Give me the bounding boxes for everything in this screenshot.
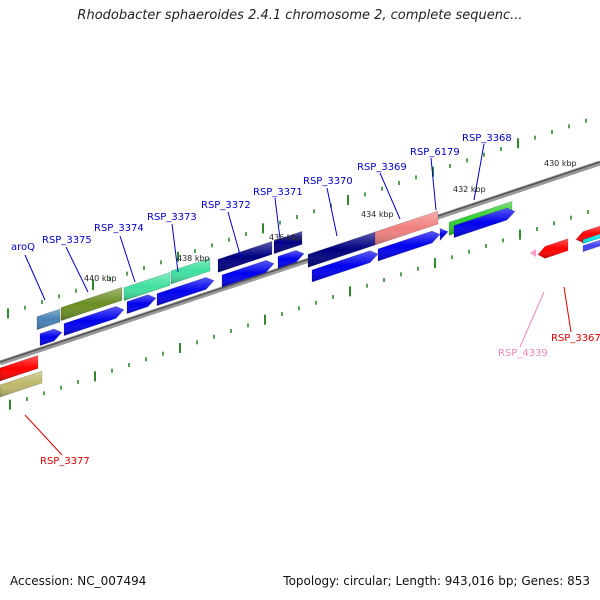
gene-label-rsp-3367[interactable]: RSP_3367 [551,333,600,344]
backbone-line [0,160,600,366]
gene-label-rsp-3375[interactable]: RSP_3375 [42,235,92,246]
gene-block-rsp-3373-shading [171,258,210,285]
cds-arrow-4-shading [157,277,214,306]
gene-label-rsp-3372[interactable]: RSP_3372 [201,200,251,211]
scale-label: 436 kbp [269,233,302,242]
backbone-edge [0,161,600,363]
leader-line-rsp-3375 [65,246,89,293]
leader-line-rsp-4339 [519,291,545,348]
leader-line-rsp-3377 [24,414,63,456]
gene-label-rsp-3371[interactable]: RSP_3371 [253,187,303,198]
cds-arrow-1-shading [40,329,62,346]
leader-line-rsp-3370 [326,187,338,237]
leader-line-rsp-3368 [473,143,485,201]
gene-label-aroq[interactable]: aroQ [11,242,35,253]
leader-line-rsp-3374 [119,235,136,283]
scale-label: 432 kbp [453,185,486,194]
accession-text: Accession: NC_007494 [10,574,147,588]
cds-arrow-9-shading [440,228,448,241]
gene-block-rsp-3367-shading [538,238,568,259]
gene-block-red-left-shading [0,355,38,381]
gene-block-rsp-3370-shading [308,232,375,268]
cds-arrow-3-shading [127,294,156,314]
leader-line-rsp-3369 [379,172,401,220]
cds-arrow-5-shading [222,260,274,288]
leader-line-rsp-3367 [563,286,572,333]
gene-block-rsp-3375-shading [61,287,122,321]
scale-ticks [7,118,589,410]
gene-label-rsp-3369[interactable]: RSP_3369 [357,162,407,173]
gene-label-rsp-3368[interactable]: RSP_3368 [462,133,512,144]
gene-block-rsp-3369-shading [375,211,438,246]
gene-label-rsp-3373[interactable]: RSP_3373 [147,212,197,223]
cds-arrow-8-shading [378,231,440,262]
cds-arrow-2-shading [64,306,124,336]
scale-label: 440 kbp [84,274,117,283]
gene-block-rsp-4339 [530,249,536,257]
scale-label: 430 kbp [544,159,577,168]
leader-line-rsp-6179 [430,157,437,211]
cds-arrow-6-shading [278,250,304,269]
gene-label-rsp-3374[interactable]: RSP_3374 [94,223,144,234]
cds-arrow-right-edge-shading [583,240,600,252]
map-title: Rhodobacter sphaeroides 2.4.1 chromosome… [77,8,523,23]
gene-block-aroq-shading [37,309,60,330]
leader-line-rsp-3371 [274,197,282,248]
gene-block-rsp-3372-shading [218,241,272,273]
gene-label-rsp-6179[interactable]: RSP_6179 [410,147,460,158]
gene-block-rsp-3377-shading [0,371,42,397]
gene-label-rsp-4339[interactable]: RSP_4339 [498,348,548,359]
gene-label-rsp-3377[interactable]: RSP_3377 [40,456,90,467]
cds-arrow-10-shading [454,208,515,238]
scale-label: 438 kbp [177,254,210,263]
cds-arrow-7-shading [312,250,378,283]
leader-line-rsp-3372 [227,211,242,259]
gene-block-rsp-3374-shading [124,272,170,301]
scale-labels: 440 kbp 438 kbp 436 kbp 434 kbp 432 kbp 430 k… [84,159,577,283]
gene-label-rsp-3370[interactable]: RSP_3370 [303,176,353,187]
chromosome-backbone [0,160,600,366]
gene-block-cyan-shading [583,234,600,244]
leader-line-aroq [24,254,46,301]
gene-block-rsp-3371-shading [274,231,302,254]
leader-line-rsp-3373 [171,223,179,273]
gene-features [0,200,600,398]
topology-text: Topology: circular; Length: 943,016 bp; … [283,574,590,588]
gene-labels: aroQRSP_3375RSP_3374RSP_3373RSP_3372RSP_… [11,133,600,467]
scale-label: 434 kbp [361,210,394,219]
